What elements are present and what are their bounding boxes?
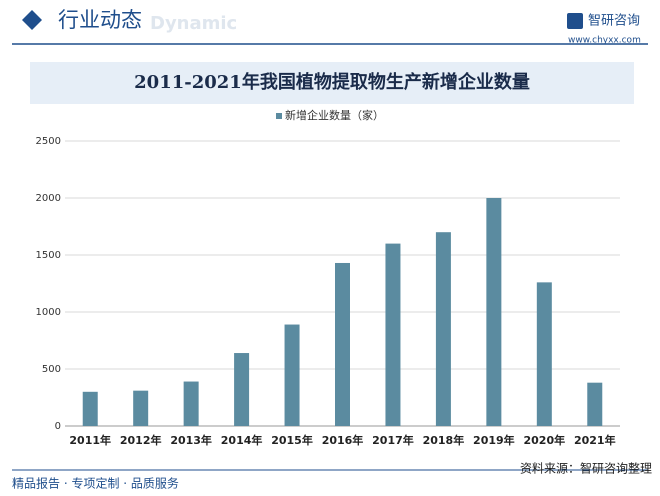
bar [82,391,98,426]
logo-url: www.chyxx.com [568,36,641,46]
x-tick-label: 2015年 [271,433,313,447]
x-tick-label: 2016年 [322,433,364,447]
x-tick-label: 2019年 [473,433,515,447]
bar [183,381,199,426]
bar [284,324,300,426]
chart-title: 2011-2021年我国植物提取物生产新增企业数量 [134,71,530,93]
x-tick-label: 2012年 [120,433,162,447]
x-tick-label: 2013年 [170,433,212,447]
y-tick-label: 1000 [36,307,61,318]
footer-left: 精品报告 · 专项定制 · 品质服务 [12,476,179,491]
x-tick-label: 2017年 [372,433,414,447]
footer-source: 资料来源：智研咨询整理 [520,461,652,476]
x-tick-label: 2021年 [574,433,616,447]
legend-swatch [276,113,282,119]
header-title: 行业动态 [58,8,142,32]
x-tick-label: 2018年 [423,433,465,447]
y-tick-label: 500 [42,364,61,375]
bar [234,353,250,426]
y-tick-label: 2500 [36,136,61,147]
logo-name: 智研咨询 [588,14,640,29]
bar [385,243,401,426]
bar [133,390,149,426]
y-tick-label: 1500 [36,250,61,261]
bar [435,232,451,426]
y-tick-label: 0 [55,421,61,432]
x-tick-label: 2014年 [221,433,263,447]
title-box [30,62,634,104]
bar [335,262,350,426]
x-tick-label: 2020年 [524,433,566,447]
legend-label: 新增企业数量（家） [285,108,384,122]
y-tick-label: 2000 [36,193,61,204]
header-watermark: Dynamic [150,13,237,34]
logo-icon [567,13,583,29]
bar [486,198,502,426]
bar [536,282,552,426]
bar [587,382,603,426]
header-icon [22,10,42,30]
x-tick-label: 2011年 [69,433,111,447]
